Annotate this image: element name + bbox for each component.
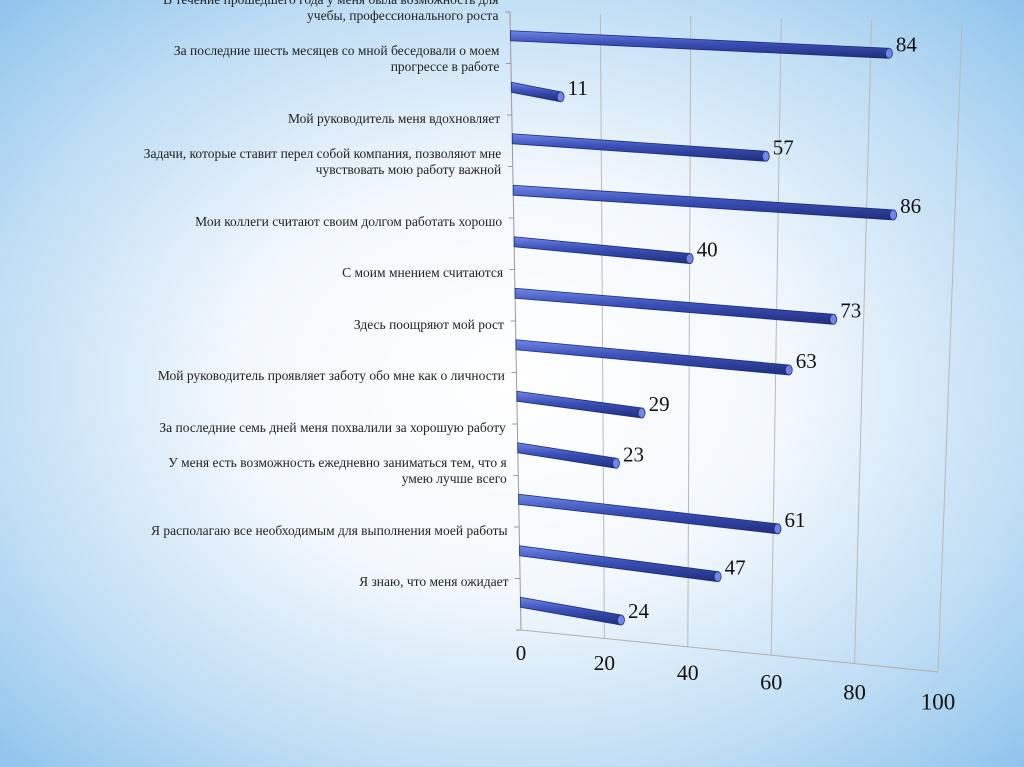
category-label: За последние шесть месяцев со мной бесед… xyxy=(29,43,499,75)
category-label: Я знаю, что меня ожидает xyxy=(39,574,509,590)
gridline-40 xyxy=(687,15,692,647)
bar xyxy=(511,133,770,162)
bar xyxy=(512,184,898,221)
x-axis-line xyxy=(520,629,939,673)
data-label: 63 xyxy=(796,349,817,373)
x-tick-label: 40 xyxy=(677,661,699,685)
category-label: В течение прошедшего года у меня была во… xyxy=(28,0,498,24)
category-label: Мои коллеги считают своим долгом работат… xyxy=(32,214,502,230)
category-label-line: умею лучше всего xyxy=(401,471,507,487)
bar xyxy=(519,545,722,583)
category-label: Мой руководитель проявляет заботу обо мн… xyxy=(35,368,505,384)
x-tick-label: 80 xyxy=(843,680,866,705)
bar xyxy=(513,236,694,264)
data-label: 73 xyxy=(840,298,861,322)
x-tick-label: 100 xyxy=(921,690,956,715)
bar xyxy=(518,493,782,535)
category-label-line: прогрессе в работе xyxy=(390,59,500,75)
data-label: 47 xyxy=(725,556,746,580)
gridline-60 xyxy=(770,17,782,656)
category-label: Я располагаю все необходимым для выполне… xyxy=(38,523,508,539)
data-label: 86 xyxy=(900,194,921,218)
bar xyxy=(515,339,793,376)
data-label: 23 xyxy=(623,442,644,466)
category-label-line: чувствовать мою работу важной xyxy=(315,162,502,178)
category-label-line: За последние шесть месяцев со мной бесед… xyxy=(173,43,500,59)
category-label: Мой руководитель меня вдохновляет xyxy=(30,111,500,127)
category-label-line: Я знаю, что меня ожидает xyxy=(359,574,509,590)
category-label-line: Мой руководитель проявляет заботу обо мн… xyxy=(157,368,505,384)
category-label-line: Мой руководитель меня вдохновляет xyxy=(287,110,501,126)
category-label-line: У меня есть возможность ежедневно занима… xyxy=(168,455,507,471)
bar xyxy=(516,390,646,419)
category-label: За последние семь дней меня похвалили за… xyxy=(36,419,506,436)
category-label-line: В течение прошедшего года у меня была во… xyxy=(28,0,498,8)
gridline-20 xyxy=(599,13,605,639)
data-label: 24 xyxy=(628,599,650,623)
category-label: С моим мнением считаются xyxy=(33,265,503,281)
data-label: 11 xyxy=(568,76,588,100)
category-label-line: Мои коллеги считают своим долгом работат… xyxy=(195,213,503,229)
bar xyxy=(520,596,625,626)
data-label: 61 xyxy=(785,508,806,532)
data-label: 29 xyxy=(649,392,670,416)
category-label-line: учебы, профессионального роста xyxy=(307,7,499,23)
x-tick-label: 20 xyxy=(594,651,615,675)
x-tick-label: 0 xyxy=(516,641,527,665)
data-label: 84 xyxy=(896,32,918,56)
category-label-line: Здесь поощряют мой рост xyxy=(353,316,504,332)
category-label-line: С моим мнением считаются xyxy=(342,265,504,281)
gridline-80 xyxy=(854,19,873,664)
category-label: Задачи, которые ставит перел собой компа… xyxy=(31,146,501,178)
category-label-line: За последние семь дней меня похвалили за… xyxy=(159,419,506,435)
gridline-100 xyxy=(937,21,963,673)
data-label: 57 xyxy=(773,135,794,159)
data-label: 40 xyxy=(697,238,718,262)
bar xyxy=(510,30,893,59)
bar xyxy=(517,442,620,469)
x-tick-label: 60 xyxy=(760,670,782,695)
category-label-line: Задачи, которые ставит перел собой компа… xyxy=(143,146,502,162)
bar xyxy=(510,81,565,103)
bar xyxy=(514,287,838,325)
category-label: У меня есть возможность ежедневно занима… xyxy=(37,455,507,487)
category-label: Здесь поощряют мой рост xyxy=(34,317,504,333)
category-label-line: Я располагаю все необходимым для выполне… xyxy=(151,522,508,538)
